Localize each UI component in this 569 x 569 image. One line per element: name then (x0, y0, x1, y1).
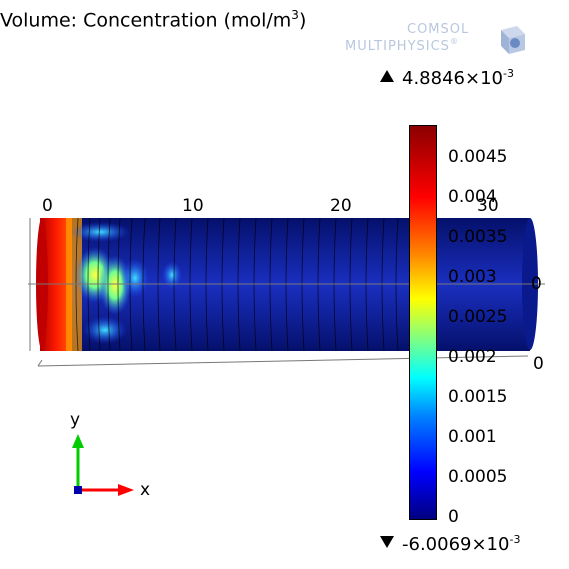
max-arrow-icon (380, 70, 394, 82)
x-tick-0: 0 (42, 196, 53, 216)
side-label-bottom: 0 (533, 354, 544, 374)
min-value-label: -6.0069×10-3 (380, 533, 520, 555)
axes (28, 218, 545, 367)
colorbar-tick: 0.0035 (448, 227, 508, 247)
triad-labels: y x (62, 410, 162, 510)
colorbar-tick: 0.0015 (448, 387, 508, 407)
comsol-logo: COMSOL MULTIPHYSICS® (345, 22, 535, 56)
colorbar-tick: 0 (448, 507, 459, 527)
side-label-top: 0 (531, 274, 542, 294)
colorbar-tick: 0.004 (448, 187, 497, 207)
comsol-cube-icon (501, 26, 525, 54)
max-value-label: 4.8846×10-3 (380, 67, 514, 89)
triad-x-label: x (140, 480, 151, 500)
color-legend-bar (409, 125, 437, 520)
plot-title: Volume: Concentration (mol/m3) (0, 8, 307, 32)
colorbar-tick: 0.0025 (448, 307, 508, 327)
colorbar-tick: 0.002 (448, 347, 497, 367)
axis-triad (72, 434, 134, 496)
x-tick-10: 10 (182, 196, 204, 216)
x-tick-20: 20 (330, 196, 352, 216)
colorbar-tick: 0.001 (448, 427, 497, 447)
colorbar-tick: 0.0045 (448, 147, 508, 167)
min-arrow-icon (380, 536, 394, 548)
x-tick-30: 30 (477, 196, 499, 216)
triad-y-label: y (70, 410, 81, 430)
colorbar-tick: 0.003 (448, 267, 497, 287)
colorbar-tick: 0.0005 (448, 467, 508, 487)
